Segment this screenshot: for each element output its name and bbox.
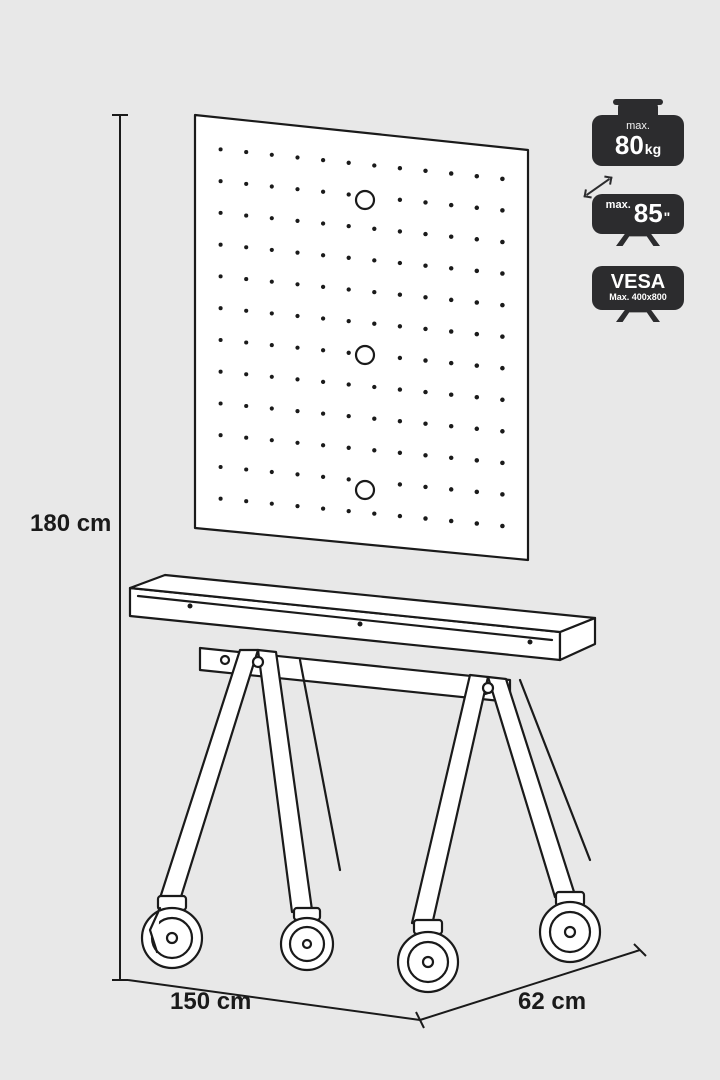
badge-size-value: 85	[634, 200, 663, 226]
casters	[142, 892, 600, 992]
badge-size-max: max.	[606, 200, 631, 211]
badge-size-unit: "	[664, 210, 671, 224]
badge-vesa: VESA Max. 400x800	[592, 266, 684, 310]
badge-weight-value: 80	[615, 132, 644, 158]
badge-vesa-title: VESA	[611, 272, 665, 292]
tv-stand-icon	[616, 234, 660, 246]
dimension-height-label: 180 cm	[30, 510, 111, 538]
badge-weight-max: max.	[626, 121, 650, 132]
dimension-width-label: 150 cm	[170, 988, 251, 1016]
badge-vesa-sub: Max. 400x800	[609, 292, 667, 302]
dimension-depth-label: 62 cm	[518, 988, 586, 1016]
diagram-canvas: 180 cm 150 cm 62 cm max. 80kg max. 85" V…	[0, 0, 720, 1080]
scale-icon	[618, 103, 658, 115]
right-legs	[412, 675, 575, 925]
badge-weight-unit: kg	[645, 142, 661, 156]
spec-badges: max. 80kg max. 85" VESA Max. 400x800	[592, 115, 684, 310]
badge-max-size: max. 85"	[592, 194, 684, 234]
left-legs	[160, 650, 312, 912]
badge-max-weight: max. 80kg	[592, 115, 684, 166]
